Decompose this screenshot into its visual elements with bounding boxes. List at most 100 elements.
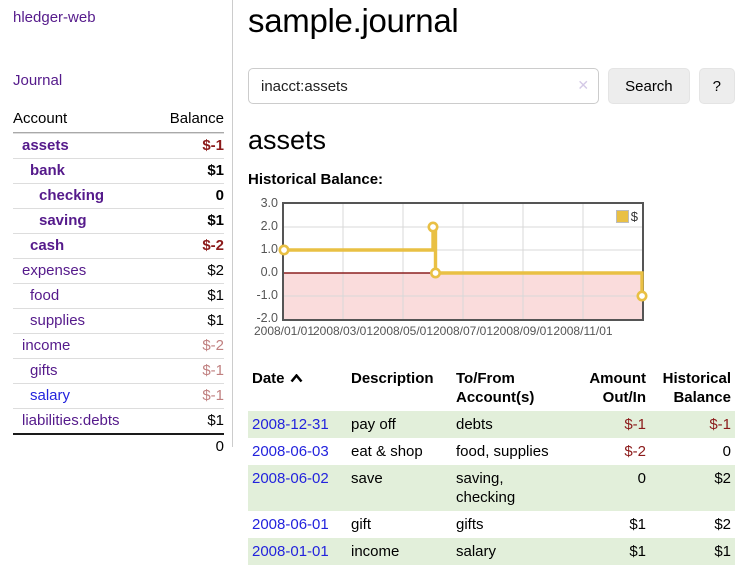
transaction-accounts: debts xyxy=(452,411,572,438)
transaction-amount: $-2 xyxy=(624,443,646,460)
account-balance: $2 xyxy=(207,262,224,279)
legend-swatch xyxy=(615,210,629,223)
transaction-description: gift xyxy=(351,516,372,533)
account-row: saving $1 xyxy=(13,208,224,233)
accounts-table-header: Account Balance xyxy=(13,108,224,133)
register-row: 2008-06-01 gift gifts $1 $2 xyxy=(248,511,735,538)
transaction-balance: 0 xyxy=(722,443,731,460)
account-link-bank[interactable]: bank xyxy=(30,162,66,179)
account-row: liabilities:debts $1 xyxy=(13,408,224,433)
transaction-date-link[interactable]: 2008-01-01 xyxy=(252,543,329,560)
chart-legend: $ xyxy=(615,209,638,224)
search-input[interactable] xyxy=(248,68,600,104)
register-header-balance: Historical Balance xyxy=(662,370,731,406)
register-header-description: Description xyxy=(351,370,434,387)
accounts-total-row: 0 xyxy=(13,433,224,459)
transaction-amount: 0 xyxy=(572,465,650,511)
account-balance: $-1 xyxy=(202,362,224,379)
account-balance: $-2 xyxy=(202,237,224,254)
chart-title: Historical Balance: xyxy=(248,171,384,188)
data-points xyxy=(278,221,648,302)
accounts-table: Account Balance assets $-1 bank $1 check… xyxy=(13,108,224,459)
register-row: 2008-06-02 save saving, checking 0 $2 xyxy=(248,465,735,511)
register-header-row: Date Description To/From Account(s) Amou… xyxy=(248,367,735,411)
transaction-date-link[interactable]: 2008-06-03 xyxy=(252,443,329,460)
account-row: bank $1 xyxy=(13,158,224,183)
transaction-date-link[interactable]: 2008-06-02 xyxy=(252,470,329,487)
account-balance: $-1 xyxy=(202,137,224,154)
y-tick: 2.0 xyxy=(260,219,278,233)
transaction-description: save xyxy=(347,465,452,511)
y-tick: 1.0 xyxy=(260,242,278,256)
account-link-food[interactable]: food xyxy=(30,287,60,304)
brand-link[interactable]: hledger-web xyxy=(13,9,96,26)
account-link-liabilities-debts[interactable]: liabilities:debts xyxy=(22,412,120,429)
transaction-balance: $-1 xyxy=(650,411,735,438)
transaction-amount: $1 xyxy=(629,516,646,533)
register-table: Date Description To/From Account(s) Amou… xyxy=(248,367,735,565)
transaction-balance: $2 xyxy=(650,465,735,511)
register-row: 2008-06-03 eat & shop food, supplies $-2… xyxy=(248,438,735,465)
accounts-total-value: 0 xyxy=(215,438,224,455)
gridlines xyxy=(284,204,642,319)
account-balance: $1 xyxy=(207,212,224,229)
account-balance: $1 xyxy=(207,412,224,429)
account-row: income $-2 xyxy=(13,333,224,358)
y-tick: 3.0 xyxy=(260,196,278,210)
transaction-date-link[interactable]: 2008-06-01 xyxy=(252,516,329,533)
account-row: cash $-2 xyxy=(13,233,224,258)
transaction-accounts: salary xyxy=(452,538,572,565)
account-link-supplies[interactable]: supplies xyxy=(30,312,86,329)
search-form: ✕ Search ? xyxy=(248,68,735,104)
account-link-income[interactable]: income xyxy=(22,337,71,354)
transaction-description: eat & shop xyxy=(351,443,423,460)
accounts-header-account: Account xyxy=(13,110,68,127)
plot-area: $ xyxy=(278,202,648,321)
account-link-cash[interactable]: cash xyxy=(30,237,65,254)
account-link-checking[interactable]: checking xyxy=(39,187,105,204)
transaction-date-link[interactable]: 2008-12-31 xyxy=(252,416,329,433)
x-tick: 2008/01/01 xyxy=(253,324,315,338)
main-content: sample.journal ✕ Search ? assets Histori… xyxy=(248,0,735,565)
sort-asc-icon xyxy=(290,369,303,388)
transaction-accounts: food, supplies xyxy=(456,443,549,460)
transaction-amount: $1 xyxy=(572,538,650,565)
account-link-saving[interactable]: saving xyxy=(39,212,87,229)
register-row: 2008-12-31 pay off debts $-1 $-1 xyxy=(248,411,735,438)
account-balance: $1 xyxy=(207,162,224,179)
account-row: checking 0 xyxy=(13,183,224,208)
account-balance: $1 xyxy=(207,312,224,329)
y-tick: -2.0 xyxy=(256,311,278,325)
account-balance: 0 xyxy=(215,187,224,204)
account-link-expenses[interactable]: expenses xyxy=(22,262,87,279)
transaction-description: pay off xyxy=(347,411,452,438)
transaction-accounts: gifts xyxy=(456,516,484,533)
transaction-balance: $1 xyxy=(650,538,735,565)
account-link-gifts[interactable]: gifts xyxy=(30,362,58,379)
account-balance: $-2 xyxy=(202,337,224,354)
clear-search-icon[interactable]: ✕ xyxy=(577,77,590,93)
register-header-accounts: To/From Account(s) xyxy=(456,370,535,406)
account-link-assets[interactable]: assets xyxy=(22,137,69,154)
search-button[interactable]: Search xyxy=(608,68,690,104)
x-tick: 2008/05/01 xyxy=(372,324,434,338)
account-row: gifts $-1 xyxy=(13,358,224,383)
register-row: 2008-01-01 income salary $1 $1 xyxy=(248,538,735,565)
search-help-button[interactable]: ? xyxy=(698,68,735,104)
account-row: food $1 xyxy=(13,283,224,308)
sidebar-item-journal[interactable]: Journal xyxy=(13,72,63,89)
account-balance: $-1 xyxy=(202,387,224,404)
account-row: salary $-1 xyxy=(13,383,224,408)
account-link-salary[interactable]: salary xyxy=(30,387,71,404)
register-header-date[interactable]: Date xyxy=(248,367,347,411)
account-balance: $1 xyxy=(207,287,224,304)
y-tick: 0.0 xyxy=(260,265,278,279)
transaction-balance: $2 xyxy=(714,516,731,533)
account-row: supplies $1 xyxy=(13,308,224,333)
search-input-wrap: ✕ xyxy=(248,68,600,104)
x-tick: 2008/07/01 xyxy=(432,324,494,338)
balance-line-chart xyxy=(278,204,648,319)
legend-label: $ xyxy=(630,209,638,224)
transaction-accounts: saving, checking xyxy=(452,465,572,511)
x-tick: 2008/09/01 xyxy=(492,324,554,338)
